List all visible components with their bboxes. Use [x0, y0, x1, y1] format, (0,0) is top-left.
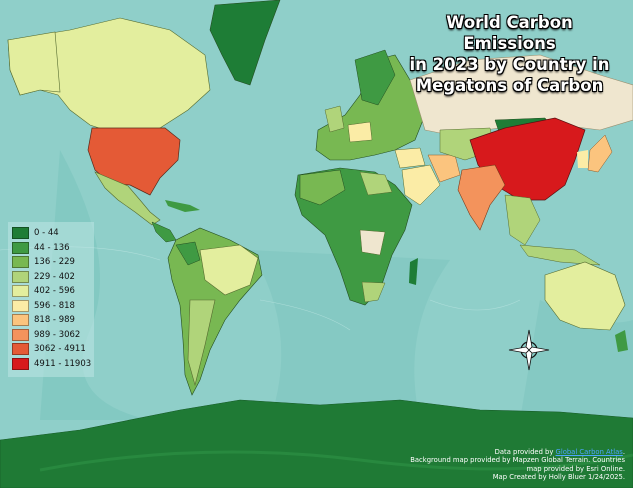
madagascar — [409, 258, 418, 285]
credits-author-line: Map Created by Holly Bluer 1/24/2025. — [492, 473, 625, 482]
egypt — [359, 171, 393, 196]
new-zealand — [615, 330, 628, 352]
legend: 0 - 44 44 - 136 136 - 229 229 - 402 402 … — [8, 222, 94, 377]
legend-swatch — [12, 256, 29, 269]
legend-label: 44 - 136 — [34, 242, 70, 253]
legend-item: 229 - 402 — [12, 270, 94, 285]
southeast-asia — [504, 194, 541, 246]
legend-swatch — [12, 270, 29, 283]
united-states — [87, 127, 181, 196]
title-line-3: Megatons of Carbon — [415, 76, 604, 95]
no-data-country — [359, 229, 386, 256]
united-kingdom — [324, 105, 345, 133]
central-america — [151, 221, 177, 243]
legend-item: 818 - 989 — [12, 313, 94, 328]
south-africa — [361, 281, 386, 303]
australia — [544, 261, 626, 331]
saudi-arabia — [401, 164, 441, 206]
legend-label: 818 - 989 — [34, 315, 75, 326]
credits-data-prefix: Data provided by — [494, 447, 556, 456]
legend-item: 136 - 229 — [12, 255, 94, 270]
ocean-depth — [250, 250, 450, 420]
germany — [347, 121, 373, 143]
legend-label: 402 - 596 — [34, 286, 75, 297]
credits-data-suffix: . — [622, 447, 625, 456]
brazil — [199, 244, 259, 296]
global-carbon-atlas-link[interactable]: Global Carbon Atlas — [555, 447, 623, 456]
credits-countries-line: map provided by Esri Online. — [526, 464, 625, 473]
credits-data-line: Data provided by Global Carbon Atlas. — [365, 448, 625, 457]
legend-label: 4911 - 11903 — [34, 358, 92, 369]
iran — [427, 154, 461, 183]
legend-label: 229 - 402 — [34, 271, 75, 282]
credits-background-line: Background map provided by Mapzen Global… — [410, 456, 625, 465]
mexico — [94, 171, 161, 226]
legend-swatch — [12, 285, 29, 298]
argentina — [187, 299, 216, 387]
ocean-contour — [259, 299, 351, 331]
caribbean-islands — [165, 200, 200, 212]
title-line-1: World Carbon Emissions — [446, 13, 573, 53]
legend-label: 596 - 818 — [34, 300, 75, 311]
legend-swatch — [12, 328, 29, 341]
legend-item: 989 - 3062 — [12, 328, 94, 343]
greenland — [209, 0, 281, 86]
map-credits: Data provided by Global Carbon Atlas. Ba… — [365, 448, 625, 482]
algeria — [299, 169, 346, 206]
antarctica — [0, 399, 633, 488]
legend-label: 136 - 229 — [34, 257, 75, 268]
legend-swatch — [12, 241, 29, 254]
legend-swatch — [12, 357, 29, 370]
alaska — [7, 31, 61, 96]
legend-swatch — [12, 227, 29, 240]
legend-swatch — [12, 343, 29, 356]
map-title: World Carbon Emissions in 2023 by Countr… — [402, 12, 617, 96]
legend-label: 3062 - 4911 — [34, 344, 86, 355]
legend-item: 596 - 818 — [12, 299, 94, 314]
antarctica-relief — [39, 450, 633, 472]
title-line-2: in 2023 by Country in — [409, 55, 610, 74]
legend-label: 989 - 3062 — [34, 329, 81, 340]
ocean-depth — [520, 300, 633, 420]
colombia — [175, 241, 201, 266]
legend-item: 402 - 596 — [12, 284, 94, 299]
turkey — [394, 147, 426, 169]
ocean-contour — [429, 299, 521, 311]
legend-label: 0 - 44 — [34, 228, 59, 239]
scandinavia — [354, 49, 396, 106]
india — [457, 164, 506, 231]
legend-item: 0 - 44 — [12, 226, 94, 241]
korea — [577, 150, 588, 168]
legend-swatch — [12, 299, 29, 312]
legend-item: 44 - 136 — [12, 241, 94, 256]
japan — [587, 134, 613, 173]
legend-swatch — [12, 314, 29, 327]
legend-item: 3062 - 4911 — [12, 342, 94, 357]
legend-item: 4911 - 11903 — [12, 357, 94, 372]
compass-rose-icon — [508, 329, 550, 371]
